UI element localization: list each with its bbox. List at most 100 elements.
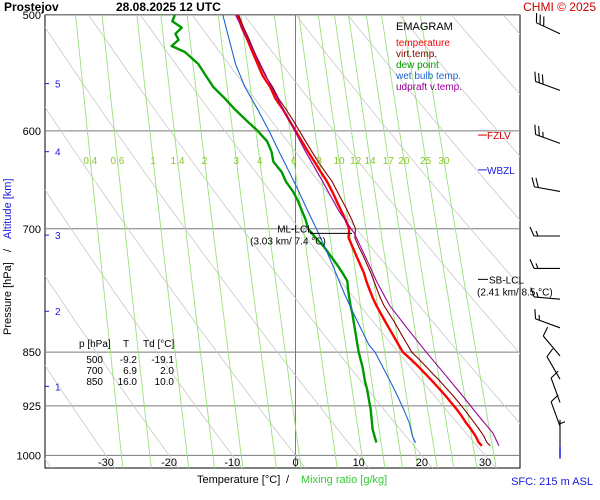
wind-barb [559, 419, 566, 446]
wind-barb-staff [535, 318, 561, 329]
mixing-ratio-label: 4 [257, 156, 263, 167]
mixing-ratio-line [217, 15, 277, 468]
mixing-ratio-label: 14 [364, 156, 376, 167]
x-axis-title-temperature: Temperature [°C] [197, 474, 280, 486]
pressure-tick-label: 500 [23, 10, 41, 22]
wind-barb-staff [546, 356, 561, 380]
x-axis-title-separator: / [286, 474, 290, 486]
dry-adiabat [45, 364, 116, 468]
table-cell: 850 [86, 377, 103, 388]
wind-barb-full [534, 124, 537, 135]
mixing-ratio-line [75, 15, 124, 468]
sb-lcl-label: SB-LCL [489, 275, 524, 286]
wind-barb [546, 348, 561, 380]
wind-barb-half [538, 314, 540, 321]
series-udpraft-v-temp- [235, 15, 500, 447]
data-table: p [hPa] T Td [°C] 500 -9.2 -19.1 700 6.9… [79, 339, 174, 388]
mixing-ratio-label: 2 [202, 156, 208, 167]
wind-barb-half [559, 421, 566, 425]
table-cell: -19.1 [151, 355, 174, 366]
wind-barb [529, 259, 560, 269]
wind-barb-full [535, 177, 539, 188]
legend: EMAGRAM temperature virt.temp. dew point… [395, 21, 462, 93]
wind-barb [529, 226, 560, 237]
mixing-ratio-label: 1 [150, 156, 156, 167]
dry-adiabat [347, 15, 520, 221]
mixing-ratio-line [419, 15, 497, 468]
altitude-tick-label: 3 [55, 231, 61, 242]
series-virt-temp- [238, 15, 491, 447]
mixing-ratio-label: 8 [316, 156, 322, 167]
wind-barb [534, 124, 561, 144]
table-cell: 500 [86, 355, 103, 366]
y-axis-title: Pressure [hPa] / Altitude [km] [2, 178, 14, 335]
wind-barb-full [546, 348, 554, 358]
sb-lcl-value: (2.41 km/ 8.5 °C) [477, 287, 553, 298]
dry-adiabat [45, 26, 370, 468]
table-header-t: T [123, 339, 129, 350]
table-header-p: p [hPa] [79, 339, 111, 350]
legend-updraft-vt: udpraft v.temp. [396, 82, 462, 93]
mixing-ratio-label: 1.4 [171, 156, 185, 167]
dry-adiabats [45, 15, 600, 474]
wind-barb [531, 177, 561, 192]
legend-temperature: temperature [396, 38, 450, 49]
mixing-ratio-label: 0.6 [110, 156, 124, 167]
dry-adiabat [555, 15, 600, 474]
temperature-tick-label: 10 [353, 457, 365, 469]
wind-barb-full [538, 73, 540, 83]
legend-virtual-temperature: virt.temp. [396, 49, 437, 60]
legend-dew-point: dew point [396, 60, 439, 71]
mixing-ratio-label: 12 [350, 156, 362, 167]
table-cell: -9.2 [120, 355, 138, 366]
wind-barb-staff [534, 296, 561, 300]
y-axis-title-altitude: Altitude [km] [2, 178, 14, 239]
dry-adiabat [140, 15, 497, 468]
dry-adiabat [45, 106, 306, 468]
wind-barb-full [530, 287, 535, 298]
wind-barb-staff [535, 133, 561, 144]
temperature-tick-label: -10 [224, 457, 240, 469]
annotations: ML-LCL(3.03 km/ 7.4 °C) SB-LCL(2.41 km/ 8… [250, 131, 553, 298]
dry-adiabat [295, 15, 520, 287]
wind-barb-full [529, 226, 535, 237]
wind-barb-half [542, 131, 544, 138]
wbzl-label: WBZL [487, 166, 515, 177]
x-axis-title: Temperature [°C] / Mixing ratio [g/kg] [197, 474, 387, 486]
mixing-ratio-line [381, 15, 455, 468]
wind-barb-full [550, 370, 559, 379]
wind-barb-staff [535, 80, 561, 91]
wind-barb-half [536, 291, 539, 298]
dry-adiabat [45, 189, 243, 468]
wind-barb-staff [536, 22, 561, 35]
temperature-tick-label: 30 [479, 457, 491, 469]
sfc-label: SFC: 215 m ASL [511, 476, 593, 488]
wind-barb-full [535, 12, 538, 23]
series-wet-bulb-temp- [222, 15, 417, 443]
mixing-ratio-line [101, 15, 152, 468]
wind-barb-full [534, 71, 537, 82]
temperature-tick-label: 0 [292, 457, 298, 469]
dry-adiabat [399, 15, 520, 157]
table-cell: 10.0 [155, 377, 175, 388]
table-cell: 2.0 [160, 366, 174, 377]
altitude-tick-label: 1 [55, 382, 61, 393]
mixing-ratio-line [186, 15, 244, 468]
wind-barb [530, 287, 561, 300]
wind-barb [535, 12, 561, 35]
temperature-tick-label: -30 [98, 457, 114, 469]
mixing-ratio-line [365, 15, 438, 468]
mixing-ratio-lines [75, 15, 497, 468]
wind-barb-full [550, 394, 559, 403]
wind-barb [550, 394, 561, 427]
mixing-ratio-line [240, 15, 302, 468]
fzlv-label: FZLV [487, 131, 511, 142]
mixing-ratio-label: 30 [438, 156, 450, 167]
wind-barb [542, 326, 561, 357]
wind-barb-staff [542, 335, 561, 357]
pressure-tick-label: 700 [23, 224, 41, 236]
altitude-tick-label: 5 [55, 80, 61, 91]
wind-barb-full [531, 177, 535, 188]
